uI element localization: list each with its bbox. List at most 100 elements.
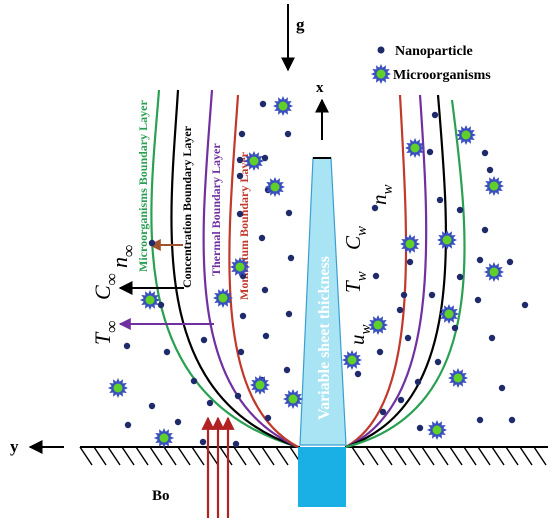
microorganism-star [108,378,128,398]
nanoparticle-dot [236,172,244,180]
nanoparticle-dot [354,370,362,378]
nanoparticle-dot [239,312,247,320]
gravity-label: g [296,15,305,34]
microorganism-star [140,290,160,310]
c-inf-label: C∞ [90,273,121,300]
nanoparticle-dot [474,296,482,304]
nanoparticle-dot [371,204,379,212]
microorganism-star-icon [371,64,391,84]
left-boundary-layers [150,89,299,449]
nanoparticle-dot [379,408,387,416]
svg-text:n∞: n∞ [107,245,138,268]
nanoparticle-dot [456,273,464,281]
nanoparticle-dot [481,149,489,157]
nanoparticle-dot [236,156,244,164]
svg-text:nw: nw [367,184,396,205]
microorganism-star [230,257,250,277]
nanoparticle-dot [200,336,208,344]
nanoparticle-dot [287,254,295,262]
nanoparticle-dot [414,378,422,386]
c-w-label: Cw [341,226,370,250]
concentration-boundary-curve-right [345,94,448,449]
nanoparticle-dot [261,286,269,294]
microorganism-star [213,288,233,308]
y-axis-label: y [10,437,19,456]
particles [108,96,529,448]
nanoparticle-dot [486,166,494,174]
nanoparticle-dot [498,384,506,392]
nanoparticle-dot [236,210,244,218]
microorganism-star [427,420,447,440]
u-w-label: uw [345,324,374,345]
x-axis-label: x [316,80,324,96]
thermal-layer-label: Thermal Boundary Layer [209,143,223,276]
nanoparticle-dot [124,421,132,429]
nanoparticle-dot [262,332,270,340]
microorganism-star [368,315,388,335]
magnetic-field-arrows [201,416,235,518]
nanoparticle-dot [406,258,414,266]
nanoparticle-dot [148,239,156,247]
nanoparticle-dot [157,301,165,309]
microorganism-star [154,428,174,448]
nanoparticle-dot [376,348,384,356]
nanoparticle-dot [285,209,293,217]
microorganism-star [250,375,270,395]
t-w-label: Tw [341,271,370,293]
nanoparticle-dot [206,399,214,407]
nanoparticle-dot [396,306,404,314]
microorganism-star [273,96,293,116]
microorganism-star [244,151,264,171]
n-w-label: nw [367,184,396,205]
nanoparticle-dot [397,396,405,404]
legend: Nanoparticle Microorganisms [371,44,491,84]
nanoparticle-dot [476,416,484,424]
svg-text:Tw: Tw [341,271,370,293]
thermal-boundary-curve-right [345,94,428,449]
nanoparticle-dot [436,196,444,204]
nanoparticle-dot [434,358,442,366]
microorganism-star [448,368,468,388]
sheet-label: Variable sheet thickness [316,256,333,420]
microorganism-star [484,176,504,196]
nanoparticle-dot [232,440,240,448]
microorganisms-layer-label: Microorganisms Boundary Layer [136,100,150,272]
microorganisms-boundary-curve-left [150,89,299,449]
concentration-layer-label: Concentration Boundary Layer [180,125,194,288]
svg-text:Cw: Cw [341,226,370,250]
legend-microorganisms-label: Microorganisms [393,68,491,83]
momentum-boundary-curve-right [345,94,408,448]
nanoparticle-dot [264,414,272,422]
microorganism-star [456,125,476,145]
nanoparticle-dot [123,342,131,350]
momentum-boundary-curve-left [228,94,299,448]
nanoparticle-dot [404,334,412,342]
nanoparticle-dot [284,130,292,138]
nanoparticle-dot [283,366,291,374]
microorganisms-boundary-curve-right [345,99,466,449]
nanoparticle-dot [521,301,529,309]
nanoparticle-dot [451,324,459,332]
nanoparticle-dot [416,424,424,432]
nanoparticle-dot [400,291,408,299]
nanoparticle-dot [431,111,439,119]
nanoparticle-dot [190,377,198,385]
nanoparticle-dot [506,258,514,266]
microorganism-star-icon [371,64,391,84]
microorganism-star [405,138,425,158]
concentration-boundary-curve-left [170,89,299,449]
thermal-boundary-curve-left [202,89,299,449]
magnetic-field-label: Bo [152,488,170,504]
nanoparticle-dot [237,348,245,356]
svg-text:T∞: T∞ [90,321,121,345]
t-inf-label: T∞ [90,321,121,345]
nanoparticle-dot [456,206,464,214]
n-inf-label: n∞ [107,245,138,268]
sheet-base [298,447,346,507]
nanoparticle-dot [174,418,182,426]
right-boundary-layers [345,94,466,449]
nanoparticle-dot [372,272,380,280]
nanoparticle-dot [508,416,516,424]
nanoparticle-dot [199,438,207,446]
microorganism-star [342,350,362,370]
